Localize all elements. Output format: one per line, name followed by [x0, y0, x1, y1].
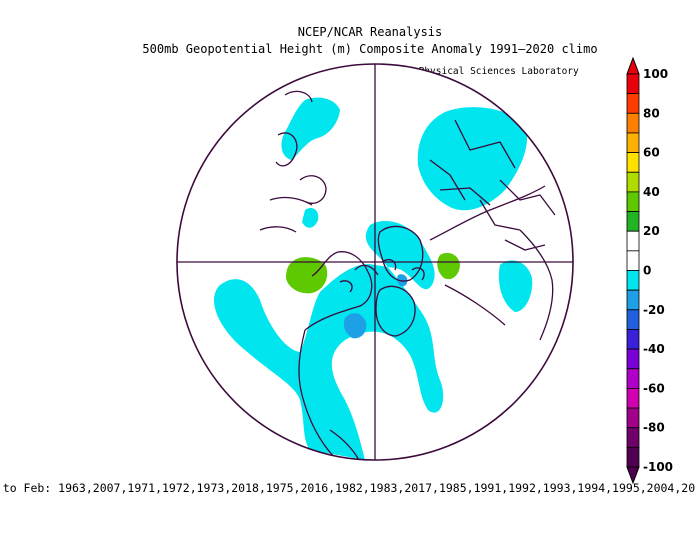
colorbar-label: -60 — [643, 381, 665, 395]
colorbar-segment — [626, 171, 640, 193]
negative-anomaly-atlantic — [281, 97, 340, 160]
coastline-arctic-islands — [339, 258, 425, 293]
colorbar-segment — [626, 132, 640, 153]
map-subtitle: 500mb Geopotential Height (m) Composite … — [142, 42, 598, 56]
map-title: NCEP/NCAR Reanalysis — [297, 25, 443, 39]
colorbar-label: 40 — [643, 185, 660, 199]
colorbar-label: 100 — [643, 67, 668, 81]
polar-map — [176, 63, 574, 461]
negative-anomaly-pacific-arc — [214, 220, 444, 460]
colorbar-arrow-bottom — [626, 466, 640, 485]
coastline-north-america — [298, 251, 373, 459]
footer-years: ec to Feb: 1963,2007,1971,1972,1973,2018… — [0, 481, 696, 495]
coastlines — [259, 90, 556, 460]
colorbar-segment — [626, 368, 640, 389]
colorbar: 100 80 60 40 20 0 -20 -40 -60 -80 -100 — [626, 56, 673, 485]
colorbar-segment — [626, 348, 640, 370]
negative-anomaly-core — [343, 313, 367, 339]
colorbar-segment — [626, 407, 640, 429]
colorbar-segment — [626, 329, 640, 350]
colorbar-segment — [626, 152, 640, 173]
negative-anomaly-core-small — [397, 274, 408, 287]
positive-anomaly-east — [437, 252, 460, 280]
positive-anomaly-west — [286, 257, 328, 294]
colorbar-arrow-top — [626, 56, 640, 75]
coastline-europe — [275, 90, 327, 204]
colorbar-segment — [626, 289, 640, 311]
colorbar-segment — [626, 387, 640, 409]
colorbar-segment — [626, 112, 640, 134]
colorbar-label: -20 — [643, 303, 665, 317]
colorbar-segment — [626, 73, 640, 95]
colorbar-segment — [626, 191, 640, 212]
credit-label: NOAA Physical Sciences Laboratory — [390, 66, 579, 77]
coastline-mediterranean — [259, 196, 313, 233]
coastline-eurasia — [429, 185, 554, 341]
coastline-east-asia-islands — [429, 119, 516, 206]
globe-outline — [176, 63, 574, 461]
colorbar-label: -80 — [643, 421, 665, 435]
colorbar-segment — [626, 427, 640, 448]
colorbar-segment — [626, 270, 640, 291]
colorbar-segment — [626, 93, 640, 114]
negative-anomaly-europe-small — [302, 208, 319, 228]
negative-anomaly-eurasia — [417, 107, 528, 211]
coastline-greenland — [377, 225, 424, 282]
colorbar-label: 20 — [643, 224, 660, 238]
anomaly-shading — [214, 97, 533, 460]
colorbar-segment — [626, 211, 640, 232]
negative-anomaly-asia-small — [498, 260, 533, 312]
colorbar-label: 60 — [643, 146, 660, 160]
colorbar-label: -100 — [643, 460, 673, 474]
colorbar-segment — [626, 230, 640, 252]
colorbar-label: 0 — [643, 264, 651, 278]
colorbar-label: 80 — [643, 106, 660, 120]
coastline-asia-interior — [479, 179, 556, 251]
colorbar-segment — [626, 446, 640, 468]
colorbar-label: -40 — [643, 342, 665, 356]
colorbar-segment — [626, 309, 640, 330]
colorbar-segment — [626, 250, 640, 271]
coastline-hudson-bay — [375, 285, 416, 337]
